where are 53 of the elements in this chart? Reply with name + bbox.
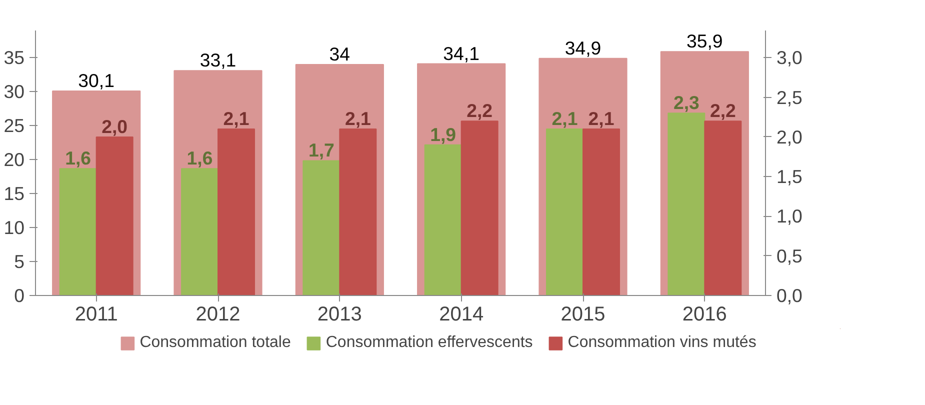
legend-label: Consommation totale (140, 334, 291, 352)
y-tick-label: 35 (4, 47, 25, 68)
x-tick-label: 2014 (439, 304, 484, 326)
bar (302, 160, 340, 296)
y2-tick-label: 1,0 (776, 206, 802, 227)
data-label: 2,1 (552, 108, 578, 130)
bar (339, 128, 377, 296)
y-tick-label: 10 (4, 217, 25, 238)
data-label: 34,9 (564, 37, 602, 58)
data-label: 30,1 (78, 70, 114, 91)
y2-tick-label: 2,5 (776, 86, 802, 108)
legend-label: Consommation vins mutés (568, 334, 756, 352)
data-label: 2,1 (223, 108, 250, 130)
x-tick-label: 2011 (74, 304, 118, 326)
y-tick-label: 30 (4, 81, 25, 102)
bar (59, 168, 97, 296)
data-label: 1,7 (308, 140, 334, 161)
y-tick-label: 20 (4, 149, 25, 170)
y2-tick-label: 0,5 (776, 245, 802, 266)
x-tick-label: 2012 (196, 304, 240, 326)
data-label: 2,3 (673, 92, 700, 114)
data-label: 1,9 (430, 124, 456, 145)
bar (546, 128, 584, 296)
data-label: 1,6 (186, 148, 213, 169)
legend-label: Consommation effervescents (326, 334, 533, 352)
data-label: 35,9 (686, 30, 723, 52)
x-tick-label: 2013 (317, 304, 362, 326)
bar (704, 120, 742, 296)
data-label: 2,1 (588, 108, 614, 130)
data-label: 33,1 (200, 50, 236, 71)
data-label: 2,2 (466, 100, 493, 122)
y-tick-label: 0 (14, 285, 25, 306)
y2-tick-label: 0,0 (776, 285, 802, 306)
y2-tick-label: 2,0 (776, 126, 802, 148)
x-tick-label: 2016 (682, 304, 727, 326)
data-label: 2,0 (102, 116, 128, 137)
data-label: 1,6 (65, 148, 92, 169)
y-tick-label: 25 (4, 115, 25, 136)
y2-tick-label: 3,0 (776, 47, 802, 68)
data-label: 2,1 (344, 108, 371, 130)
y2-tick-label: 1,5 (776, 166, 802, 188)
data-label: 34,1 (443, 42, 480, 64)
bar (668, 112, 706, 296)
data-label: 2,2 (710, 100, 736, 122)
bar (181, 168, 218, 296)
bar (460, 120, 498, 296)
bar (424, 144, 462, 296)
x-tick-label: 2015 (560, 304, 606, 326)
y-tick-label: 5 (14, 251, 25, 272)
y-tick-label: 15 (4, 183, 25, 204)
data-label: 34 (329, 43, 350, 64)
bar (582, 128, 620, 296)
bar (218, 128, 255, 296)
